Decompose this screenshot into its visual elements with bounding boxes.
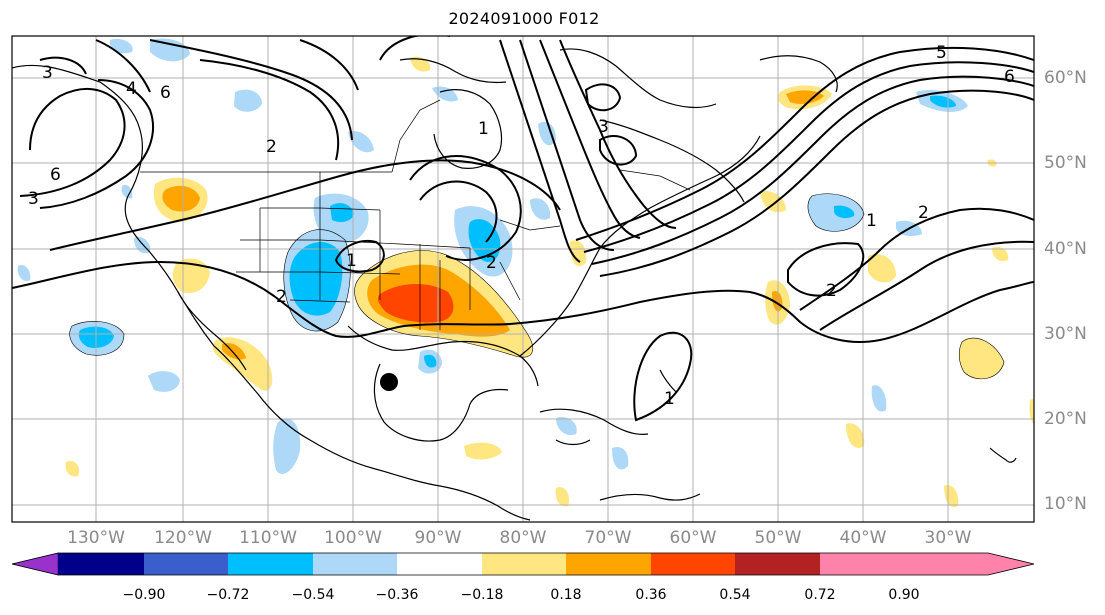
- lon-label: 30°W: [924, 528, 972, 548]
- colorbar-tick: −0.54: [291, 587, 335, 603]
- colorbar-segment: [58, 553, 144, 575]
- lat-label: 50°N: [1044, 153, 1087, 173]
- graticule: [12, 36, 1034, 522]
- lon-label: 70°W: [584, 528, 632, 548]
- contour-label: 1: [478, 119, 489, 139]
- borders: [140, 99, 691, 330]
- colorbar-tick: −0.72: [206, 587, 250, 603]
- map-title: 2024091000 F012: [448, 9, 600, 28]
- colorbar-outline: [11, 552, 1035, 576]
- colorbar-extend-low: [11, 552, 59, 576]
- colorbar-segment: [651, 553, 735, 575]
- colorbar: [11, 552, 1035, 576]
- lat-label: 30°N: [1044, 324, 1087, 344]
- colorbar-segment: [228, 553, 313, 575]
- contour-label: 3: [28, 189, 39, 209]
- colorbar-tick: 0.72: [804, 587, 836, 603]
- colorbar-segment: [313, 553, 397, 575]
- lon-label: 80°W: [499, 528, 547, 548]
- lon-label: 90°W: [414, 528, 462, 548]
- contour-label: 2: [918, 203, 929, 223]
- colorbar-segment: [566, 553, 651, 575]
- lon-label: 60°W: [669, 528, 717, 548]
- colorbar-segment: [397, 553, 482, 575]
- contour-label: 4: [126, 79, 137, 99]
- lon-label: 40°W: [839, 528, 887, 548]
- colorbar-tick: 0.54: [719, 587, 751, 603]
- map-content: 3 3 4 6 6 2 2 1 1 1 1 2 2 5 6 3 2: [12, 36, 1034, 522]
- colorbar-segment: [735, 553, 820, 575]
- lat-label: 10°N: [1044, 494, 1087, 514]
- contour-label: 1: [664, 389, 675, 409]
- lat-label: 60°N: [1044, 68, 1087, 88]
- colorbar-segment: [482, 553, 566, 575]
- contour-label: 2: [266, 137, 277, 157]
- colorbar-tick: −0.18: [460, 587, 504, 603]
- colorbar-tick: 0.18: [550, 587, 582, 603]
- contour-label: 6: [160, 83, 171, 103]
- contour-label: 6: [1004, 67, 1015, 87]
- contour-label: 6: [50, 165, 61, 185]
- lon-label: 130°W: [67, 528, 125, 548]
- contour-label: 2: [276, 287, 287, 307]
- contour-label: 3: [598, 117, 609, 137]
- colorbar-tick: 0.36: [635, 587, 667, 603]
- contours: [12, 36, 1034, 422]
- coastlines: [12, 48, 1017, 521]
- lon-label: 120°W: [154, 528, 212, 548]
- contour-label: 3: [42, 63, 53, 83]
- contour-label: 5: [936, 43, 947, 63]
- lat-label: 40°N: [1044, 239, 1087, 259]
- shading-outlines: [69, 193, 1005, 380]
- lon-label: 50°W: [754, 528, 802, 548]
- colorbar-segment: [144, 553, 228, 575]
- contour-labels: 3 3 4 6 6 2 2 1 1 1 1 2 2 5 6 3 2: [28, 43, 1015, 409]
- contour-label: 1: [866, 211, 877, 231]
- lat-label: 20°N: [1044, 409, 1087, 429]
- lon-label: 100°W: [324, 528, 382, 548]
- colorbar-tick: −0.90: [122, 587, 166, 603]
- colorbar-tick: 0.90: [888, 587, 920, 603]
- map-frame: [11, 35, 1035, 523]
- storm-center-marker: [380, 373, 398, 391]
- contour-label: 2: [486, 253, 497, 273]
- contour-label: 1: [346, 251, 357, 271]
- lon-label: 110°W: [239, 528, 297, 548]
- contour-label: 2: [826, 281, 837, 301]
- colorbar-tick: −0.36: [375, 587, 419, 603]
